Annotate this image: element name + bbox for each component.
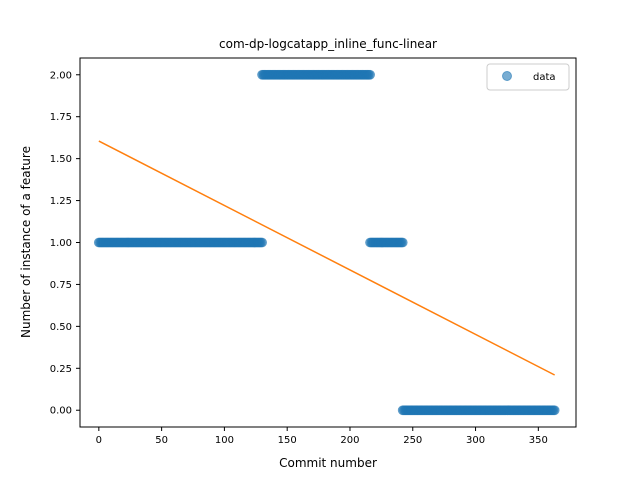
y-tick-label: 0.25 [50, 364, 72, 375]
y-axis-ticks: 0.00 0.25 0.50 0.75 1.00 1.25 1.50 1.75 2.00 [50, 70, 80, 417]
x-tick-label: 300 [466, 435, 485, 446]
x-axis-label: Commit number [279, 456, 377, 470]
legend-label: data [533, 72, 556, 83]
x-axis-ticks: 0 50 100 150 200 250 300 350 [96, 427, 548, 446]
data-point [365, 69, 375, 80]
y-tick-label: 1.75 [50, 112, 72, 123]
y-tick-label: 2.00 [50, 70, 72, 81]
x-tick-label: 100 [215, 435, 234, 446]
x-tick-label: 0 [96, 435, 102, 446]
data-point [257, 237, 267, 248]
x-tick-label: 50 [155, 435, 168, 446]
y-axis-label: Number of instance of a feature [19, 146, 33, 338]
y-tick-label: 0.50 [50, 322, 72, 333]
scatter-points [93, 69, 560, 416]
chart-title: com-dp-logcatapp_inline_func-linear [219, 37, 437, 51]
x-tick-label: 150 [278, 435, 297, 446]
data-point [397, 237, 408, 248]
x-tick-label: 350 [529, 435, 548, 446]
y-tick-label: 1.00 [50, 238, 72, 249]
x-tick-label: 250 [403, 435, 422, 446]
legend-marker [502, 71, 512, 81]
fit-line-group [98, 140, 555, 376]
legend: data [486, 63, 570, 91]
y-tick-label: 1.50 [50, 154, 72, 165]
data-point [549, 405, 560, 416]
x-tick-label: 200 [340, 435, 359, 446]
y-tick-label: 0.75 [50, 280, 72, 291]
fit-line [98, 140, 555, 376]
y-tick-label: 1.25 [50, 196, 72, 207]
y-tick-label: 0.00 [50, 406, 72, 417]
legend-box [486, 63, 570, 91]
